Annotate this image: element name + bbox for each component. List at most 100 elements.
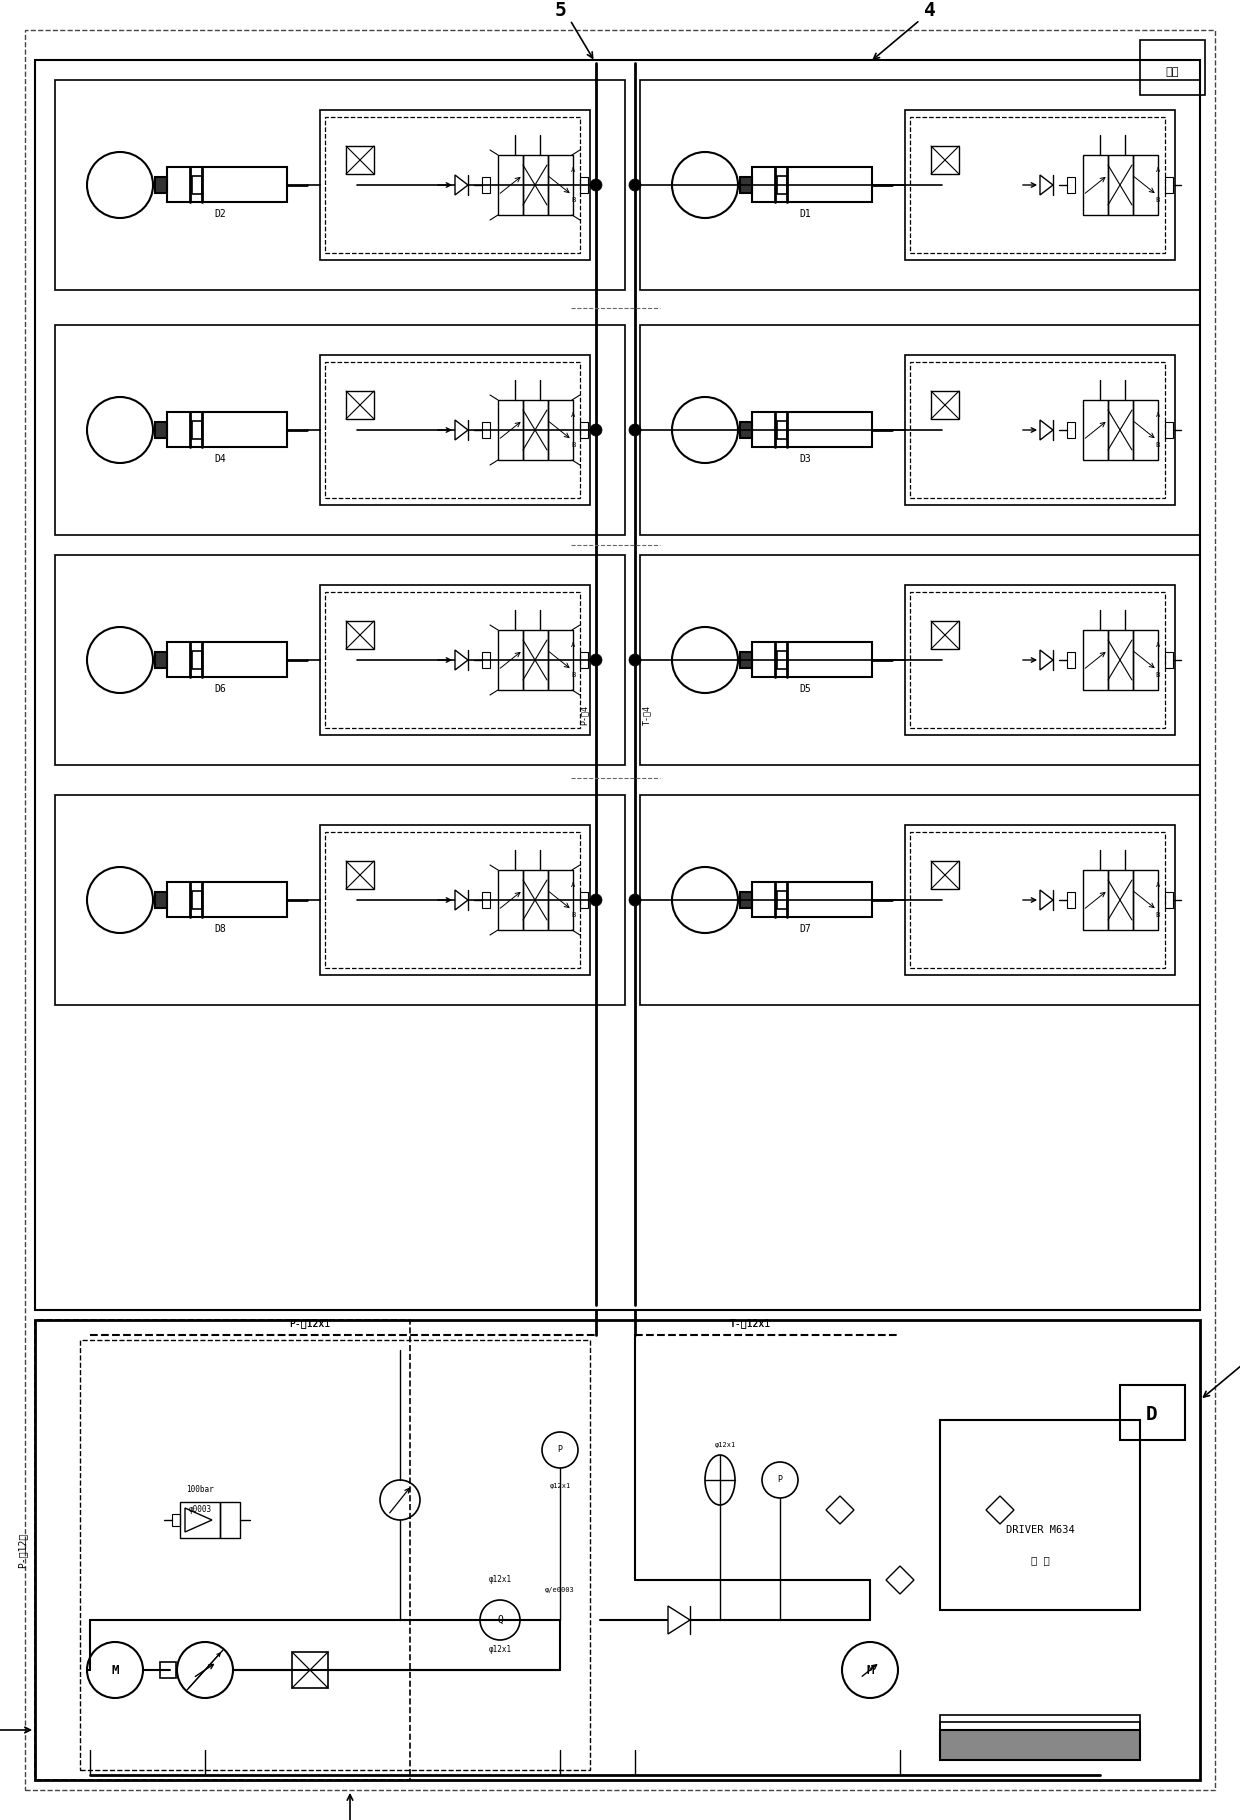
Bar (167, 883, 286, 917)
Bar (346, 621, 374, 650)
Polygon shape (455, 175, 467, 195)
Text: B: B (1156, 442, 1161, 448)
Bar (180, 1502, 219, 1538)
Bar (740, 652, 751, 668)
Bar (910, 592, 1166, 728)
Bar (910, 832, 1166, 968)
Text: 100bar: 100bar (186, 1485, 213, 1494)
Polygon shape (887, 1565, 914, 1594)
Bar (482, 892, 490, 908)
Bar (1140, 40, 1205, 95)
Bar (940, 1722, 1140, 1731)
Bar (320, 584, 590, 735)
Circle shape (590, 894, 601, 906)
Bar (498, 400, 523, 460)
Polygon shape (455, 650, 467, 670)
Bar (940, 1714, 1140, 1731)
Bar (523, 155, 548, 215)
Bar (777, 177, 787, 195)
Circle shape (590, 424, 601, 437)
Polygon shape (986, 1496, 1014, 1523)
Bar (523, 870, 548, 930)
Bar (740, 177, 751, 193)
Text: 前轴: 前轴 (1166, 67, 1179, 76)
Bar (35, 60, 1200, 1310)
Bar (1109, 870, 1133, 930)
Text: A: A (570, 167, 575, 173)
Bar (192, 177, 202, 195)
Bar (35, 1320, 1200, 1780)
Text: P-油12x1: P-油12x1 (289, 1318, 331, 1329)
Bar (167, 167, 286, 202)
Text: A: A (570, 883, 575, 888)
Text: Q: Q (497, 1614, 503, 1625)
Bar (291, 1653, 329, 1687)
Circle shape (590, 653, 601, 666)
Bar (548, 870, 573, 930)
Bar (1109, 155, 1133, 215)
Bar (905, 824, 1176, 976)
Bar (192, 892, 202, 908)
Text: 4: 4 (924, 0, 936, 20)
Bar (219, 1502, 241, 1538)
Text: P-油12x1: P-油12x1 (289, 1318, 331, 1329)
Text: B: B (570, 442, 575, 448)
Bar (320, 109, 590, 260)
Bar (482, 177, 490, 193)
Bar (172, 1514, 180, 1525)
Text: D6: D6 (215, 684, 226, 693)
Bar (940, 1420, 1140, 1611)
Bar (325, 116, 580, 253)
Text: P: P (777, 1476, 782, 1485)
Bar (1133, 870, 1158, 930)
Text: B: B (570, 672, 575, 679)
Bar (1066, 892, 1075, 908)
Bar (55, 326, 625, 535)
Text: D5: D5 (799, 684, 811, 693)
Bar (1133, 630, 1158, 690)
Text: P-油12号: P-油12号 (17, 1532, 27, 1567)
Text: A: A (1156, 883, 1161, 888)
Bar (192, 420, 202, 439)
Bar (751, 883, 872, 917)
Bar (155, 892, 167, 908)
Bar (580, 892, 588, 908)
Circle shape (629, 424, 641, 437)
Bar (751, 411, 872, 448)
Text: D7: D7 (799, 925, 811, 934)
Circle shape (629, 653, 641, 666)
Bar (777, 420, 787, 439)
Bar (155, 177, 167, 193)
Bar (1166, 892, 1173, 908)
Bar (548, 630, 573, 690)
Bar (55, 80, 625, 289)
Bar (1083, 400, 1109, 460)
Polygon shape (455, 420, 467, 440)
Text: P-油4: P-油4 (579, 704, 589, 724)
Bar (482, 422, 490, 439)
Bar (640, 80, 1200, 289)
Bar (905, 355, 1176, 504)
Bar (346, 861, 374, 888)
Bar (192, 652, 202, 670)
Bar (320, 355, 590, 504)
Circle shape (629, 178, 641, 191)
Bar (580, 652, 588, 668)
Text: φ12x1: φ12x1 (549, 1483, 570, 1489)
Bar (498, 870, 523, 930)
Text: B: B (1156, 672, 1161, 679)
Polygon shape (455, 890, 467, 910)
Bar (1133, 400, 1158, 460)
Polygon shape (826, 1496, 854, 1523)
Bar (160, 1662, 176, 1678)
Polygon shape (185, 1509, 212, 1532)
Bar (640, 326, 1200, 535)
Text: A: A (1156, 642, 1161, 648)
Bar (910, 362, 1166, 499)
Text: B: B (570, 912, 575, 917)
Bar (325, 832, 580, 968)
Bar (167, 411, 286, 448)
Text: A: A (570, 642, 575, 648)
Bar (1083, 870, 1109, 930)
Text: T-油12x1: T-油12x1 (729, 1318, 770, 1329)
